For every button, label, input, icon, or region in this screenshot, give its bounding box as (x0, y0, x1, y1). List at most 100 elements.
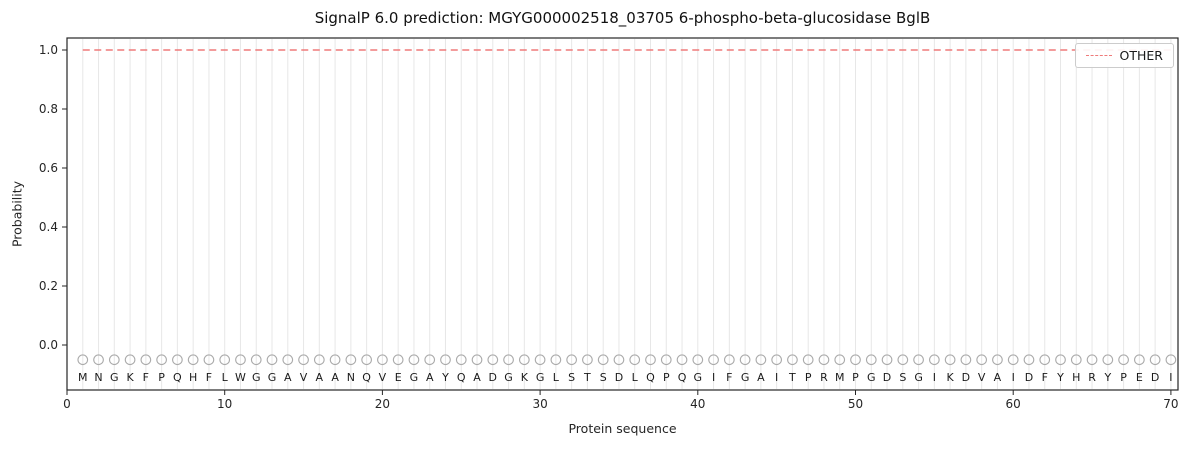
sequence-letter: S (568, 371, 575, 384)
sequence-letter: G (914, 371, 923, 384)
residue-marker (219, 354, 231, 366)
sequence-letter: I (712, 371, 715, 384)
residue-marker (739, 354, 751, 366)
sequence-letter: F (726, 371, 732, 384)
sequence-letter: G (252, 371, 261, 384)
sequence-letter: F (143, 371, 149, 384)
sequence-letter: E (395, 371, 402, 384)
sequence-letter: I (1169, 371, 1172, 384)
sequence-letter: Y (1056, 371, 1064, 384)
residue-marker (1023, 354, 1035, 366)
residue-marker (377, 354, 388, 366)
x-tick-label: 0 (63, 397, 71, 411)
sequence-letter: G (867, 371, 876, 384)
sequence-letter: H (189, 371, 197, 384)
sequence-letter: A (426, 371, 434, 384)
residue-marker (329, 354, 341, 366)
residue-marker (408, 354, 420, 366)
residue-marker (187, 354, 199, 366)
sequence-letter: P (158, 371, 165, 384)
sequence-letter: Q (678, 371, 687, 384)
sequence-letter: A (331, 371, 339, 384)
x-tick-label: 40 (690, 397, 705, 411)
sequence-letter: V (978, 371, 986, 384)
y-tick-label: 0.2 (39, 279, 58, 293)
sequence-letter: A (757, 371, 765, 384)
residue-marker (771, 354, 783, 366)
residue-marker (156, 354, 167, 366)
sequence-letter: Q (173, 371, 182, 384)
sequence-letter: K (521, 371, 529, 384)
sequence-letter: S (899, 371, 906, 384)
sequence-letter: V (300, 371, 308, 384)
sequence-letter: P (663, 371, 670, 384)
residue-marker (172, 354, 183, 366)
residue-marker (455, 354, 467, 366)
sequence-letter: D (489, 371, 497, 384)
sequence-letter: G (694, 371, 703, 384)
sequence-letter: I (1012, 371, 1015, 384)
sequence-letter: P (805, 371, 812, 384)
residue-marker (282, 354, 294, 366)
sequence-letter: K (126, 371, 134, 384)
sequence-letter: S (600, 371, 607, 384)
residue-marker (944, 354, 956, 366)
residue-marker (203, 354, 215, 366)
sequence-letter: M (835, 371, 845, 384)
sequence-letter: G (410, 371, 419, 384)
legend: OTHER (1074, 43, 1174, 68)
residue-marker (723, 354, 735, 366)
sequence-letter: P (1120, 371, 1127, 384)
residue-marker (913, 354, 924, 366)
sequence-letter: G (504, 371, 513, 384)
x-axis-label: Protein sequence (568, 421, 677, 436)
chart-title: SignalP 6.0 prediction: MGYG000002518_03… (314, 9, 931, 27)
residue-marker (487, 354, 499, 366)
sequence-letter: L (222, 371, 229, 384)
residue-marker (392, 354, 404, 366)
axis-ticks (62, 49, 1172, 395)
sequence-letter: P (852, 371, 859, 384)
residue-marker (550, 354, 562, 366)
residue-marker (645, 354, 656, 366)
x-tick-label: 10 (217, 397, 232, 411)
residue-marker (960, 354, 972, 366)
legend-dashed-line-icon (1085, 55, 1112, 56)
residue-marker (1149, 354, 1161, 366)
y-tick-label: 0.4 (39, 220, 58, 234)
residue-marker (471, 354, 483, 366)
y-tick-label: 0.0 (39, 338, 58, 352)
sequence-letter: D (1025, 371, 1033, 384)
residue-marker (929, 354, 940, 366)
residue-marker (1118, 354, 1129, 366)
residue-marker (582, 354, 593, 366)
residue-marker (1086, 354, 1098, 366)
sequence-letter: G (536, 371, 545, 384)
residue-marker (361, 354, 372, 366)
residue-marker (298, 354, 309, 366)
residue-marker (140, 354, 152, 366)
legend-label-other: OTHER (1119, 48, 1163, 63)
residue-marker (708, 354, 719, 366)
residue-gridlines (82, 39, 1172, 389)
residue-marker (93, 354, 104, 366)
sequence-letter: Q (457, 371, 466, 384)
y-tick-label: 1.0 (39, 43, 58, 57)
sequence-letter: A (994, 371, 1002, 384)
residue-marker (676, 354, 688, 366)
residue-marker (313, 354, 325, 366)
sequence-letter: H (1072, 371, 1080, 384)
axis-tick-labels: 0.0 0.2 0.4 0.6 0.8 1.0 0 10 20 30 40 50 60 70 (39, 43, 1179, 411)
residue-marker (755, 354, 767, 366)
residue-markers (77, 354, 1177, 366)
y-tick-label: 0.8 (39, 102, 58, 116)
sequence-letter: V (379, 371, 387, 384)
residue-marker (566, 354, 577, 366)
residue-marker (534, 354, 546, 366)
sequence-letter: A (284, 371, 292, 384)
sequence-letter: D (883, 371, 891, 384)
x-tick-label: 20 (375, 397, 390, 411)
sequence-letter: A (316, 371, 324, 384)
